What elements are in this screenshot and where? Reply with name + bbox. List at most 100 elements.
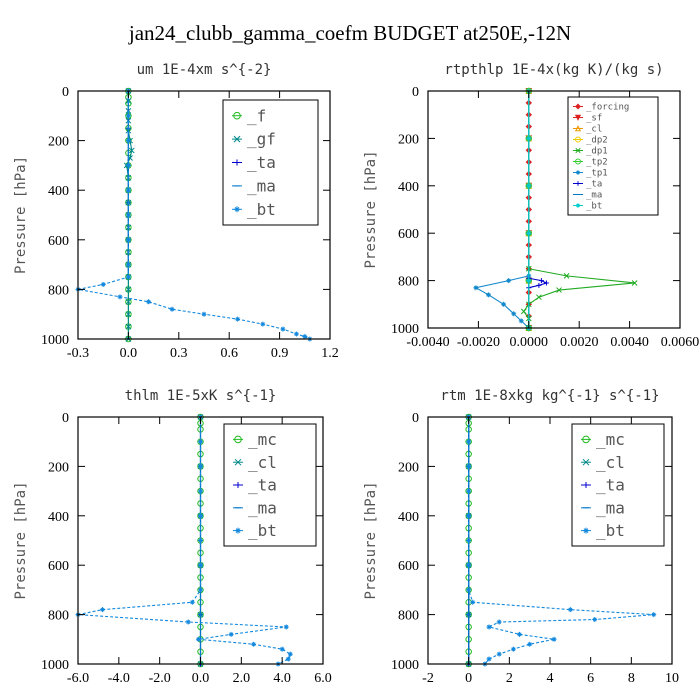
legend-item-dp1: _dp1 [573, 147, 608, 157]
legend-item-tp1: _tp1 [573, 169, 608, 179]
legend-label: _dp1 [586, 147, 608, 157]
data-point [125, 286, 132, 293]
x-tick-label: 4.0 [273, 671, 291, 686]
series-line [77, 417, 292, 665]
legend-item-ma: _ma [233, 498, 277, 517]
y-tick-label: 600 [48, 559, 69, 574]
y-tick-label: 1000 [41, 658, 69, 673]
data-point [466, 513, 472, 519]
legend-marker [235, 527, 241, 534]
data-point [251, 641, 257, 647]
y-axis-label: Pressure [hPa] [13, 481, 29, 599]
data-point [185, 619, 191, 625]
legend-item-ma: _ma [581, 498, 625, 517]
y-axis-label: Pressure [hPa] [13, 156, 29, 274]
x-tick-label: 10 [665, 671, 679, 686]
legend-item-tp2: _tp2 [573, 158, 608, 168]
legend-marker [575, 158, 581, 165]
x-tick-label: -0.0040 [406, 335, 449, 350]
data-point [567, 607, 573, 613]
data-point [117, 294, 123, 300]
y-tick-label: 1000 [391, 322, 419, 337]
legend-label: _cl [586, 125, 602, 135]
legend-item-sf: _sf [573, 114, 602, 124]
legend-label: _gf [247, 130, 276, 149]
data-point [260, 321, 266, 327]
data-point [198, 463, 203, 469]
x-tick-label: -2.0 [149, 671, 171, 686]
data-point [279, 646, 285, 652]
panel-title: rtm 1E-8xkg kg^{-1} s^{-1} [440, 388, 659, 404]
panel-3: thlm 1E-5xK s^{-1} Pressure [hPa] -6.0 -4.0… [13, 388, 332, 686]
legend-label: _ta [596, 476, 625, 495]
x-tick-label: 0.0000 [510, 335, 549, 350]
legend-label: _ta [248, 476, 277, 495]
legend-label: _tp1 [586, 169, 608, 179]
y-tick-label: 200 [398, 132, 419, 147]
data-point [486, 656, 492, 662]
data-point [189, 599, 195, 605]
data-point [466, 439, 472, 445]
data-point [125, 113, 131, 119]
legend-label: _ma [248, 498, 277, 517]
legend-label: _bt [596, 521, 625, 540]
data-point [293, 331, 299, 337]
legend: _mc _cl _ta _ma _bt [223, 423, 317, 547]
data-point [551, 636, 557, 642]
data-point [466, 488, 472, 494]
x-tick-label: 8 [628, 671, 635, 686]
x-tick-label: 0.0 [192, 671, 210, 686]
series-tp1 [473, 273, 532, 331]
data-point [501, 301, 507, 307]
legend-marker [234, 206, 240, 213]
legend-item-cl: _cl [233, 453, 277, 472]
series-bt [75, 414, 293, 667]
legend-marker [575, 103, 581, 110]
legend-marker [575, 136, 581, 143]
legend-label: _ta [586, 180, 602, 190]
data-point [235, 316, 241, 322]
data-point [198, 538, 203, 543]
y-tick-label: 0 [62, 411, 69, 426]
data-point [592, 617, 598, 623]
legend-item-dp2: _dp2 [573, 136, 608, 146]
legend-item-f: _f [232, 106, 266, 125]
data-point [100, 281, 106, 287]
legend-label: _cl [596, 453, 625, 472]
legend: _forcing_sf_cl_dp2_dp1_tp2_tp1_ta_ma_bt [567, 96, 659, 216]
x-tick-label: -0.3 [67, 346, 89, 361]
data-point [496, 619, 502, 625]
legend-label: _forcing [586, 103, 629, 113]
legend-label: _tp2 [586, 158, 608, 168]
data-point [486, 624, 492, 630]
series-bt [526, 88, 532, 331]
data-point [485, 292, 491, 298]
x-tick-label: 0.3 [170, 346, 188, 361]
data-point [169, 306, 175, 312]
legend: _mc _cl _ta _ma _bt [571, 423, 665, 547]
data-point [198, 587, 203, 593]
legend-marker [233, 135, 241, 143]
legend-label: _ma [247, 177, 276, 196]
data-point [128, 147, 135, 154]
y-tick-label: 200 [48, 135, 69, 150]
legend-marker [575, 147, 581, 154]
legend-item-ma: _ma [573, 191, 602, 201]
legend-item-ma: _ma [232, 177, 276, 196]
y-tick-label: 400 [398, 180, 419, 195]
y-tick-label: 400 [48, 184, 69, 199]
data-point [125, 262, 131, 268]
data-point [520, 308, 527, 315]
legend-marker [234, 435, 242, 444]
data-point [125, 162, 131, 168]
data-point [198, 513, 203, 519]
y-tick-label: 0 [62, 85, 69, 100]
legend-label: _sf [586, 114, 602, 124]
x-tick-label: -6.0 [67, 671, 89, 686]
legend-label: _ta [247, 153, 276, 172]
data-point [280, 326, 286, 332]
data-point [201, 311, 207, 317]
legend-item-forcing: _forcing [573, 103, 629, 113]
legend-marker [575, 170, 581, 175]
